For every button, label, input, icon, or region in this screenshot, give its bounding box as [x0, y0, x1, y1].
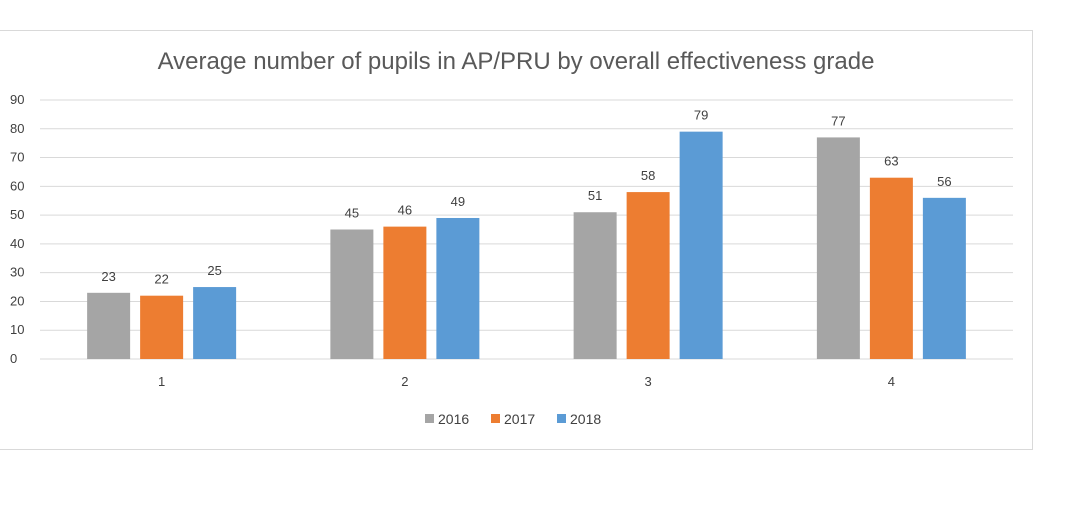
legend-label: 2016 — [438, 411, 469, 427]
data-label: 46 — [398, 203, 412, 218]
data-labels: 23 22 25 45 46 49 51 58 79 77 63 56 — [101, 108, 951, 287]
legend-swatch — [557, 414, 566, 423]
y-tick-label: 10 — [10, 322, 24, 337]
y-tick-label: 70 — [10, 150, 24, 165]
data-label: 56 — [937, 174, 951, 189]
data-label: 79 — [694, 108, 708, 123]
y-tick-label: 40 — [10, 236, 24, 251]
bar-2018-2 — [436, 217, 480, 359]
data-label: 49 — [451, 194, 465, 209]
bar-2016-2 — [330, 229, 374, 359]
bar-2016-4 — [816, 137, 860, 359]
data-label: 22 — [154, 272, 168, 287]
legend-item-2018[interactable]: 2018 — [557, 411, 601, 427]
data-label: 23 — [101, 269, 115, 284]
y-tick-label: 20 — [10, 293, 24, 308]
data-label: 77 — [831, 113, 845, 128]
gridlines — [40, 99, 1013, 360]
bar-2016-1 — [87, 292, 131, 359]
y-tick-label: 60 — [10, 178, 24, 193]
chart-title: Average number of pupils in AP/PRU by ov… — [158, 48, 875, 75]
legend-item-2017[interactable]: 2017 — [491, 411, 535, 427]
x-tick-label: 2 — [401, 374, 408, 389]
x-axis: 1 2 3 4 — [158, 374, 895, 389]
y-tick-label: 80 — [10, 121, 24, 136]
data-label: 45 — [345, 206, 359, 221]
bars — [87, 131, 966, 359]
legend-label: 2018 — [570, 411, 601, 427]
bar-2017-3 — [626, 192, 670, 359]
legend-label: 2017 — [504, 411, 535, 427]
bar-2017-4 — [869, 177, 913, 359]
x-tick-label: 4 — [888, 374, 895, 389]
bar-2018-1 — [193, 287, 237, 359]
y-tick-label: 30 — [10, 265, 24, 280]
legend[interactable]: 2016 2017 2018 — [425, 411, 601, 427]
bar-2016-3 — [573, 212, 617, 359]
bar-2017-2 — [383, 226, 427, 359]
bar-2017-1 — [140, 295, 184, 359]
x-tick-label: 3 — [645, 374, 652, 389]
y-axis: 0 10 20 30 40 50 60 70 80 90 — [10, 92, 24, 366]
y-tick-label: 0 — [10, 351, 17, 366]
y-tick-label: 90 — [10, 92, 24, 107]
y-tick-label: 50 — [10, 207, 24, 222]
bar-2018-4 — [922, 197, 966, 359]
legend-swatch — [491, 414, 500, 423]
bar-2018-3 — [679, 131, 723, 359]
data-label: 51 — [588, 188, 602, 203]
legend-swatch — [425, 414, 434, 423]
data-label: 63 — [884, 154, 898, 169]
data-label: 58 — [641, 168, 655, 183]
legend-item-2016[interactable]: 2016 — [425, 411, 469, 427]
data-label: 25 — [207, 263, 221, 278]
x-tick-label: 1 — [158, 374, 165, 389]
